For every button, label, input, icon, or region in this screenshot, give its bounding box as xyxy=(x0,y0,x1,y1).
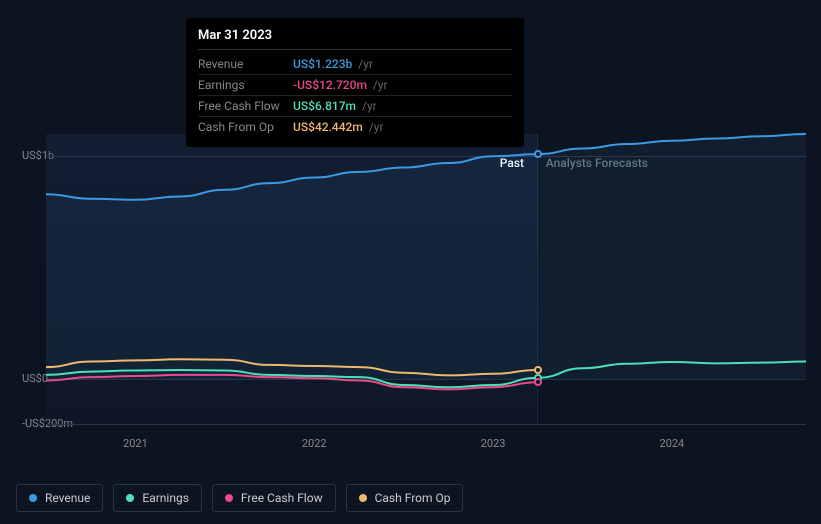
y-axis-label: US$0 xyxy=(22,372,48,385)
legend-dot xyxy=(29,494,37,502)
x-axis-label: 2024 xyxy=(660,437,685,450)
tooltip-metric-suffix: /yr xyxy=(369,120,384,134)
chart-legend: Revenue Earnings Free Cash Flow Cash From O… xyxy=(16,484,463,512)
tooltip-metric-label: Cash From Op xyxy=(198,120,293,134)
tooltip-metric-label: Revenue xyxy=(198,57,293,71)
legend-dot xyxy=(359,494,367,502)
chart-plot: Past Analysts Forecasts xyxy=(46,134,806,424)
series-area xyxy=(46,134,806,379)
tooltip-metric-label: Earnings xyxy=(198,78,293,92)
tooltip-row: RevenueUS$1.223b/yr xyxy=(198,54,512,75)
legend-item[interactable]: Cash From Op xyxy=(346,484,464,512)
legend-dot xyxy=(126,494,134,502)
chart-svg xyxy=(46,134,806,424)
tooltip-row: Free Cash FlowUS$6.817m/yr xyxy=(198,96,512,117)
tooltip-metric-label: Free Cash Flow xyxy=(198,99,293,113)
series-marker xyxy=(534,366,542,374)
tooltip-date: Mar 31 2023 xyxy=(198,28,512,50)
tooltip-row: Earnings-US$12.720m/yr xyxy=(198,75,512,96)
gridline xyxy=(46,424,806,425)
financial-chart[interactable]: US$1bUS$0-US$200m Past Analysts Forecast… xyxy=(16,120,806,450)
tooltip-metric-suffix: /yr xyxy=(362,99,377,113)
tooltip-row: Cash From OpUS$42.442m/yr xyxy=(198,117,512,137)
tooltip-metric-value: US$6.817m xyxy=(293,99,356,113)
x-axis-label: 2022 xyxy=(302,437,327,450)
x-axis-label: 2023 xyxy=(481,437,506,450)
legend-item[interactable]: Free Cash Flow xyxy=(212,484,336,512)
legend-label: Earnings xyxy=(142,491,189,505)
legend-label: Revenue xyxy=(45,491,90,505)
legend-label: Cash From Op xyxy=(375,491,451,505)
legend-label: Free Cash Flow xyxy=(241,491,323,505)
tooltip-metric-suffix: /yr xyxy=(358,57,373,71)
legend-item[interactable]: Earnings xyxy=(113,484,202,512)
series-marker xyxy=(534,378,542,386)
tooltip-metric-value: US$42.442m xyxy=(293,120,363,134)
tooltip-metric-value: -US$12.720m xyxy=(293,78,367,92)
legend-dot xyxy=(225,494,233,502)
chart-tooltip: Mar 31 2023 RevenueUS$1.223b/yrEarnings-… xyxy=(186,18,524,147)
tooltip-metric-value: US$1.223b xyxy=(293,57,352,71)
legend-item[interactable]: Revenue xyxy=(16,484,103,512)
x-axis-label: 2021 xyxy=(123,437,148,450)
series-marker xyxy=(534,150,542,158)
tooltip-metric-suffix: /yr xyxy=(373,78,388,92)
